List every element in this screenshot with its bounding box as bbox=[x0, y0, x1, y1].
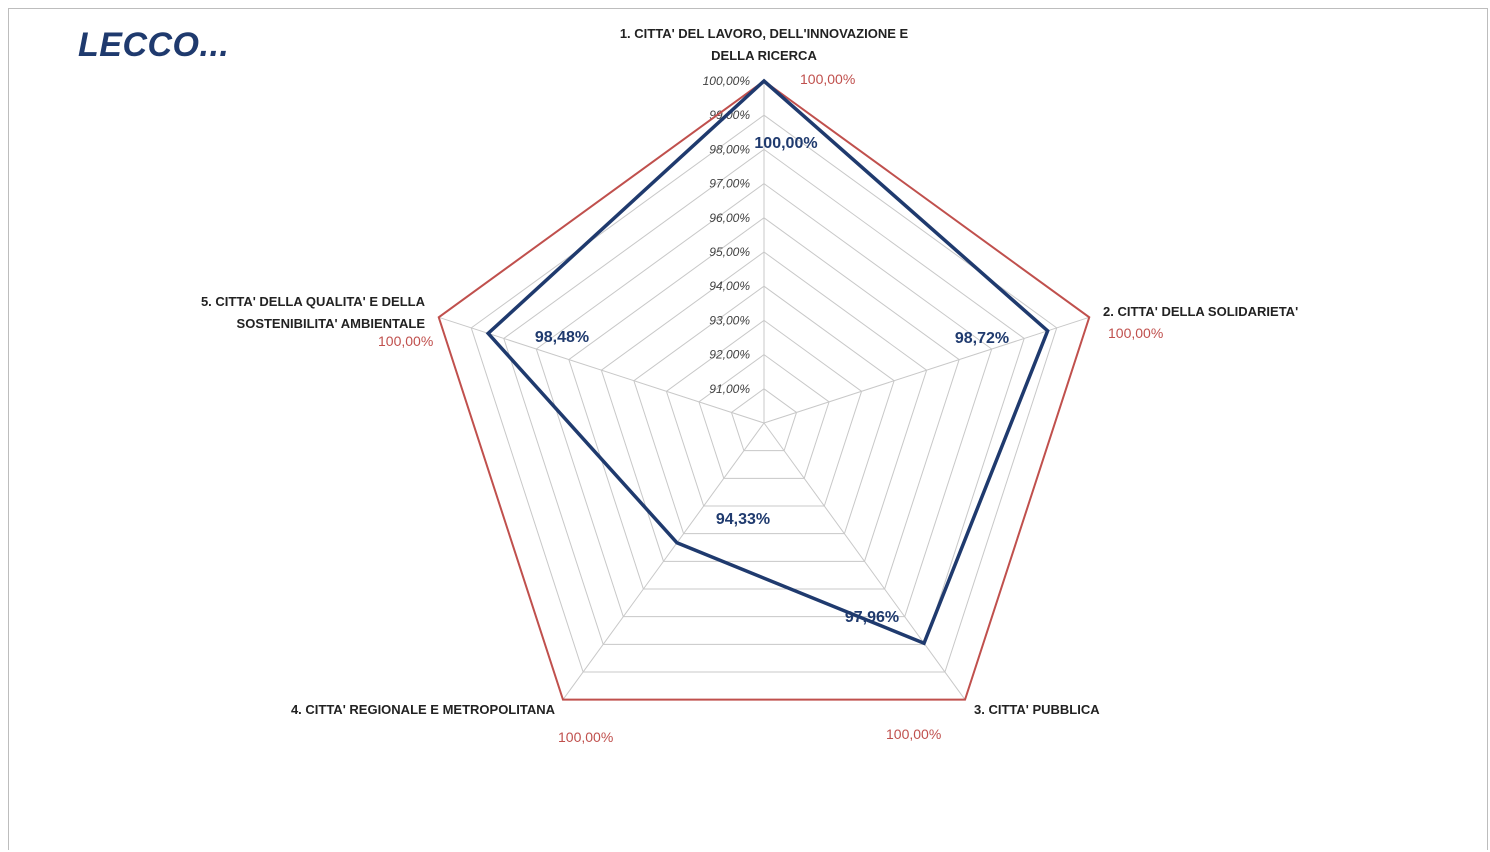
tick-label: 94,00% bbox=[709, 279, 750, 293]
data-label-value: 97,96% bbox=[845, 609, 899, 626]
series bbox=[437, 78, 1091, 701]
axis-label: 4. CITTA' REGIONALE E METROPOLITANA bbox=[291, 702, 556, 717]
axis-spoke bbox=[562, 422, 765, 700]
data-label-value: 100,00% bbox=[754, 135, 817, 152]
gridline-ring bbox=[730, 388, 798, 452]
tick-label: 97,00% bbox=[709, 177, 750, 191]
gridline-ring bbox=[665, 319, 863, 507]
axis-label: 1. CITTA' DEL LAVORO, DELL'INNOVAZIONE E bbox=[620, 26, 909, 41]
tick-label: 99,00% bbox=[709, 108, 750, 122]
series-reference-line bbox=[437, 79, 1091, 701]
tick-label: 93,00% bbox=[709, 313, 750, 327]
tick-label: 100,00% bbox=[703, 74, 751, 88]
tick-label: 95,00% bbox=[709, 245, 750, 259]
gridline-ring bbox=[568, 217, 960, 590]
data-label-value: 98,48% bbox=[535, 329, 589, 346]
axis-label: SOSTENIBILITA' AMBIENTALE bbox=[237, 316, 426, 331]
gridline-ring bbox=[600, 251, 928, 562]
axis-label: 2. CITTA' DELLA SOLIDARIETA' bbox=[1103, 304, 1298, 319]
axis-spoke bbox=[438, 316, 765, 424]
data-label-reference: 100,00% bbox=[378, 333, 433, 349]
data-label-reference: 100,00% bbox=[800, 71, 855, 87]
data-label-value: 98,72% bbox=[955, 330, 1009, 347]
gridline-ring bbox=[633, 285, 895, 535]
grid bbox=[438, 80, 1090, 701]
data-label-reference: 100,00% bbox=[558, 729, 613, 745]
gridline-ring bbox=[535, 182, 993, 618]
series-values-line bbox=[485, 78, 1050, 646]
tick-label: 96,00% bbox=[709, 211, 750, 225]
chart-frame bbox=[8, 8, 1488, 850]
gridline-ring bbox=[470, 114, 1058, 673]
data-label-value: 94,33% bbox=[716, 511, 770, 528]
chart-title: LECCO... bbox=[78, 26, 230, 64]
tick-label: 92,00% bbox=[709, 348, 750, 362]
axis-label: DELLA RICERCA bbox=[711, 48, 817, 63]
data-label-reference: 100,00% bbox=[1108, 325, 1163, 341]
axis-spoke bbox=[763, 422, 966, 700]
data-labels: 100,00% 100,00% 100,00% 100,00% 100,00% 100,0… bbox=[378, 71, 1163, 745]
tick-label: 98,00% bbox=[709, 142, 750, 156]
axis-label: 5. CITTA' DELLA QUALITA' E DELLA bbox=[201, 294, 426, 309]
gridline-ring bbox=[503, 148, 1025, 645]
data-label-reference: 100,00% bbox=[886, 726, 941, 742]
axis-label: 3. CITTA' PUBBLICA bbox=[974, 702, 1100, 717]
gridline-ring bbox=[698, 353, 830, 479]
axis-spoke bbox=[763, 316, 1090, 424]
axis-labels: 1. CITTA' DEL LAVORO, DELL'INNOVAZIONE E… bbox=[201, 26, 1298, 717]
tick-labels: 91,00% 92,00% 93,00% 94,00% 95,00% 96,00% 97,0… bbox=[703, 74, 751, 396]
tick-label: 91,00% bbox=[709, 382, 750, 396]
